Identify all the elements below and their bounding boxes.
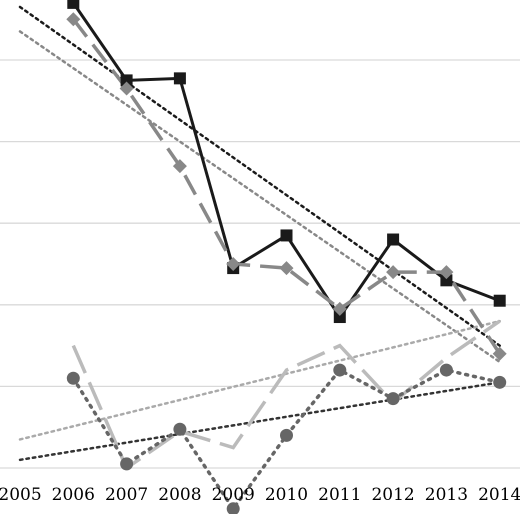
trendline-3	[18, 319, 501, 441]
data-point-square	[333, 311, 346, 324]
data-point-square	[67, 0, 80, 9]
x-tick-label: 2006	[52, 485, 95, 505]
x-axis-tick-labels: 2005 2006 2007 2008 2009 2010 2011 2012 2013 2014	[0, 485, 520, 505]
data-point-circle	[66, 371, 80, 385]
data-point-diamond	[66, 12, 81, 27]
x-tick-label: 2012	[371, 485, 414, 505]
data-point-circle	[280, 428, 293, 442]
x-tick-label: 2011	[318, 485, 361, 505]
series-markers	[66, 0, 507, 514]
data-point-circle	[226, 502, 240, 514]
x-tick-label: 2014	[478, 485, 520, 505]
data-point-square	[440, 274, 453, 287]
gridlines	[0, 59, 520, 469]
trendlines	[18, 5, 501, 462]
series-line-3	[71, 319, 501, 471]
data-point-circle	[386, 392, 400, 406]
x-tick-label: 2007	[105, 485, 148, 505]
data-point-diamond	[226, 257, 241, 271]
data-point-diamond	[386, 265, 401, 280]
x-tick-label: 2010	[265, 485, 308, 505]
data-point-diamond	[492, 346, 507, 361]
data-point-circle	[333, 363, 347, 377]
data-point-circle	[493, 375, 507, 389]
x-tick-label: 2009	[212, 485, 255, 505]
x-tick-label: 2005	[0, 485, 42, 505]
data-point-square	[387, 233, 400, 246]
data-point-circle	[173, 422, 187, 436]
data-point-square	[173, 72, 186, 85]
trendline-4	[18, 381, 501, 462]
data-point-diamond	[119, 81, 134, 96]
x-tick-label: 2013	[425, 485, 468, 505]
trendline-1	[18, 5, 501, 347]
x-tick-label: 2008	[158, 485, 201, 505]
data-point-square	[280, 229, 293, 242]
series-line-2	[71, 18, 502, 355]
data-point-diamond	[332, 301, 347, 316]
data-point-circle	[120, 457, 134, 471]
data-point-diamond	[279, 261, 294, 276]
trendline-2	[18, 30, 501, 364]
data-point-diamond	[439, 265, 454, 280]
data-point-diamond	[172, 159, 187, 174]
data-point-circle	[439, 363, 453, 377]
data-point-square	[493, 294, 506, 307]
data-point-square	[120, 74, 133, 87]
